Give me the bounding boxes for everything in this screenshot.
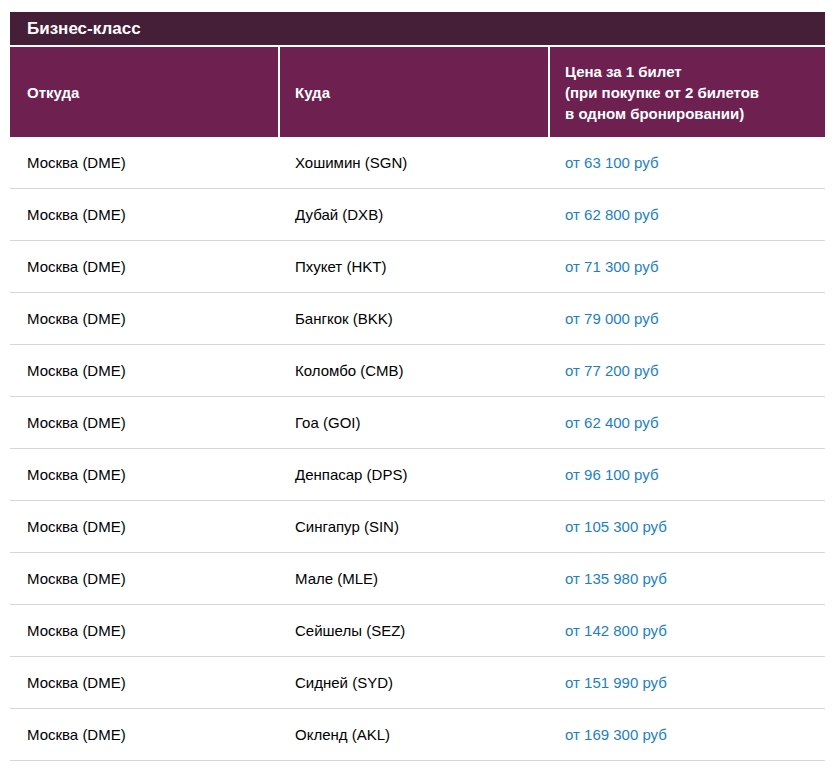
price-link[interactable]: от 96 100 руб [565,466,659,483]
table-row: Москва (DME) Мале (MLE) от 135 980 руб [10,553,825,605]
destination-cell: Денпасар (DPS) [278,449,548,501]
page: { "table": { "title": "Бизнес-класс", "c… [0,0,835,773]
price-link[interactable]: от 105 300 руб [565,518,667,535]
origin-cell: Москва (DME) [10,657,278,709]
destination-cell: Сингапур (SIN) [278,501,548,553]
price-cell: от 62 800 руб [548,189,825,241]
price-cell: от 79 000 руб [548,293,825,345]
table-row: Москва (DME) Бангкок (BKK) от 79 000 руб [10,293,825,345]
table-row: Москва (DME) Окленд (AKL) от 169 300 руб [10,709,825,761]
column-header-to: Куда [278,47,548,137]
table-row: Москва (DME) Дубай (DXB) от 62 800 руб [10,189,825,241]
origin-cell: Москва (DME) [10,397,278,449]
origin-cell: Москва (DME) [10,501,278,553]
destination-cell: Бангкок (BKK) [278,293,548,345]
column-header-price: Цена за 1 билет (при покупке от 2 билето… [548,47,825,137]
destination-cell: Мале (MLE) [278,553,548,605]
price-table-section: Бизнес-класс Откуда Куда Цена за 1 билет… [10,12,825,761]
price-cell: от 96 100 руб [548,449,825,501]
destination-cell: Дубай (DXB) [278,189,548,241]
price-cell: от 105 300 руб [548,501,825,553]
origin-cell: Москва (DME) [10,345,278,397]
table-row: Москва (DME) Денпасар (DPS) от 96 100 ру… [10,449,825,501]
origin-cell: Москва (DME) [10,553,278,605]
table-row: Москва (DME) Сейшелы (SEZ) от 142 800 ру… [10,605,825,657]
destination-cell: Хошимин (SGN) [278,137,548,189]
destination-cell: Пхукет (HKT) [278,241,548,293]
price-cell: от 77 200 руб [548,345,825,397]
origin-cell: Москва (DME) [10,241,278,293]
table-header: Откуда Куда Цена за 1 билет (при покупке… [10,47,825,137]
price-table: Откуда Куда Цена за 1 билет (при покупке… [10,47,825,761]
table-row: Москва (DME) Сингапур (SIN) от 105 300 р… [10,501,825,553]
table-title-bar: Бизнес-класс [10,12,825,45]
table-row: Москва (DME) Пхукет (HKT) от 71 300 руб [10,241,825,293]
origin-cell: Москва (DME) [10,293,278,345]
header-row: Откуда Куда Цена за 1 билет (при покупке… [10,47,825,137]
price-cell: от 62 400 руб [548,397,825,449]
price-link[interactable]: от 79 000 руб [565,310,659,327]
price-cell: от 169 300 руб [548,709,825,761]
price-link[interactable]: от 135 980 руб [565,570,667,587]
origin-cell: Москва (DME) [10,605,278,657]
origin-cell: Москва (DME) [10,449,278,501]
destination-cell: Окленд (AKL) [278,709,548,761]
destination-cell: Сидней (SYD) [278,657,548,709]
origin-cell: Москва (DME) [10,709,278,761]
origin-cell: Москва (DME) [10,137,278,189]
table-body: Москва (DME) Хошимин (SGN) от 63 100 руб… [10,137,825,761]
price-cell: от 151 990 руб [548,657,825,709]
price-link[interactable]: от 169 300 руб [565,726,667,743]
table-row: Москва (DME) Сидней (SYD) от 151 990 руб [10,657,825,709]
destination-cell: Коломбо (CMB) [278,345,548,397]
destination-cell: Сейшелы (SEZ) [278,605,548,657]
table-row: Москва (DME) Хошимин (SGN) от 63 100 руб [10,137,825,189]
price-link[interactable]: от 62 800 руб [565,206,659,223]
origin-cell: Москва (DME) [10,189,278,241]
price-cell: от 135 980 руб [548,553,825,605]
price-link[interactable]: от 71 300 руб [565,258,659,275]
price-link[interactable]: от 142 800 руб [565,622,667,639]
price-link[interactable]: от 62 400 руб [565,414,659,431]
table-row: Москва (DME) Коломбо (CMB) от 77 200 руб [10,345,825,397]
column-header-from: Откуда [10,47,278,137]
price-link[interactable]: от 77 200 руб [565,362,659,379]
table-title: Бизнес-класс [27,19,141,38]
table-row: Москва (DME) Гоа (GOI) от 62 400 руб [10,397,825,449]
price-link[interactable]: от 151 990 руб [565,674,667,691]
price-cell: от 71 300 руб [548,241,825,293]
price-link[interactable]: от 63 100 руб [565,154,659,171]
price-cell: от 63 100 руб [548,137,825,189]
destination-cell: Гоа (GOI) [278,397,548,449]
price-cell: от 142 800 руб [548,605,825,657]
